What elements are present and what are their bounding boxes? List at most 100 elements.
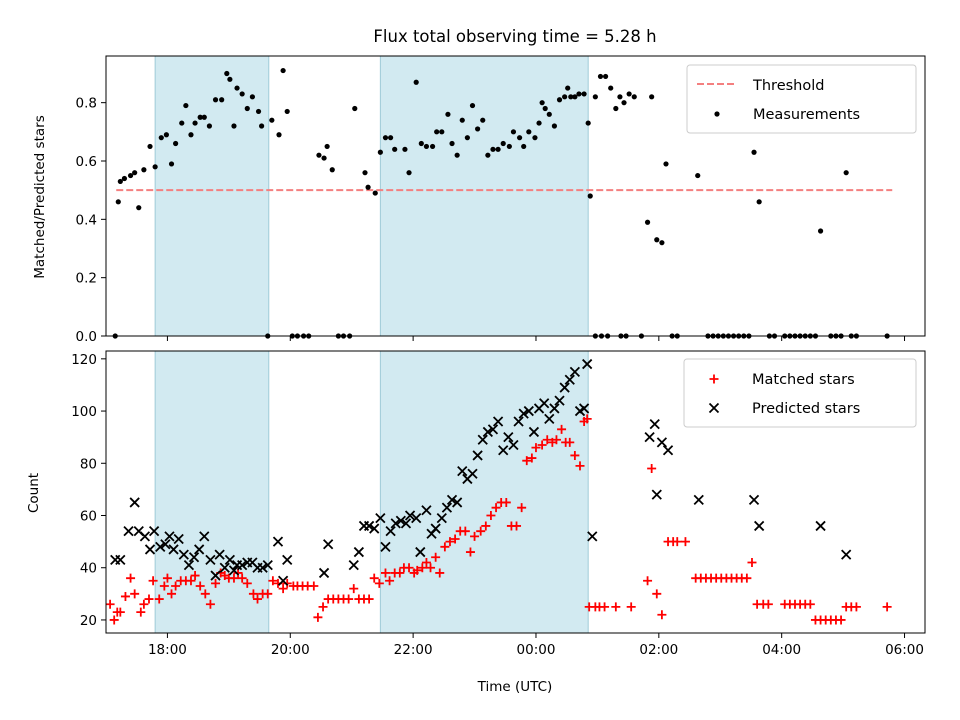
measurement-point — [362, 170, 368, 176]
x-tick-label: 04:00 — [762, 642, 801, 658]
y-tick-label: 20 — [80, 613, 97, 629]
matched-star-point — [237, 573, 247, 583]
predicted-star-point — [385, 526, 396, 537]
predicted-star-point — [539, 398, 550, 409]
predicted-star-point — [436, 512, 447, 524]
matched-star-point — [139, 599, 149, 609]
matched-star-point — [229, 573, 239, 583]
measurement-point — [423, 143, 430, 150]
matched-star-point — [130, 589, 140, 599]
predicted-star-point — [188, 552, 200, 563]
predicted-star-point — [472, 450, 483, 461]
measurement-point — [565, 85, 571, 91]
measurement-point — [495, 146, 501, 152]
predicted-star-point — [123, 526, 134, 537]
measurement-point — [269, 117, 275, 123]
measurement-point — [585, 120, 591, 126]
measurement-point — [115, 199, 121, 205]
predicted-star-point — [523, 405, 534, 417]
measurement-point — [751, 149, 757, 155]
matched-star-point — [542, 435, 552, 445]
measurement-point — [158, 135, 164, 141]
matched-star-point — [501, 497, 511, 507]
matched-star-point — [805, 599, 815, 609]
predicted-star-point — [549, 403, 560, 414]
predicted-legend-swatch — [708, 402, 720, 414]
matched-star-point — [491, 503, 501, 513]
matched-star-point — [476, 526, 486, 536]
measurement-point — [621, 100, 627, 106]
matched-star-point — [527, 453, 537, 463]
measurement-point — [382, 135, 389, 141]
measurement-point — [572, 94, 578, 100]
measurement-point — [197, 114, 203, 120]
measurement-point — [663, 161, 669, 167]
predicted-star-point — [277, 575, 289, 586]
matched-star-point — [551, 435, 561, 445]
predicted-star-point — [482, 426, 493, 438]
matched-star-point — [369, 573, 379, 583]
matched-star-point — [412, 565, 422, 575]
measurement-point — [449, 140, 455, 147]
matched-star-point — [263, 589, 273, 599]
matched-star-point — [154, 594, 164, 604]
predicted-star-point — [214, 549, 225, 560]
measurement-point — [500, 140, 506, 147]
predicted-star-point — [841, 549, 852, 560]
measurement-point — [132, 170, 138, 176]
y-tick-label: 0.8 — [76, 96, 97, 112]
measurement-point — [551, 123, 558, 129]
matched-star-point — [318, 602, 328, 612]
top-panel: 0.0 0.2 0.4 0.6 0.8 Threshold Measurements — [76, 55, 926, 345]
predicted-star-point — [528, 426, 540, 438]
measurement-point — [654, 237, 660, 243]
predicted-star-point — [754, 520, 765, 532]
legend-box — [683, 358, 917, 428]
measurement-point — [454, 152, 460, 158]
matched-star-point — [672, 537, 682, 547]
matched-star-point — [643, 576, 653, 586]
measurement-point — [459, 117, 465, 123]
x-tick-label: 02:00 — [639, 642, 678, 658]
matched-star-point — [626, 602, 636, 612]
predicted-star-point — [168, 544, 179, 555]
predicted-star-point — [363, 520, 375, 532]
matched-star-point — [144, 594, 154, 604]
x-tick-label: 06:00 — [885, 642, 924, 658]
measurement-point — [592, 94, 598, 100]
predicted-star-point — [390, 518, 401, 529]
matched-star-point — [190, 571, 200, 581]
measurement-point — [192, 120, 198, 126]
matched-star-point — [313, 612, 323, 622]
matched-star-point — [657, 610, 667, 620]
measurement-point — [316, 152, 322, 158]
predicted-star-point — [228, 565, 240, 576]
matched-star-point — [242, 578, 252, 588]
matched-star-point — [248, 589, 258, 599]
measurement-point — [608, 85, 614, 91]
predicted-star-point — [559, 382, 570, 393]
predicted-star-point — [441, 502, 453, 513]
matched-star-point — [159, 581, 169, 591]
predicted-star-point — [318, 567, 330, 579]
x-tick-label: 00:00 — [517, 642, 556, 658]
predicted-star-point — [578, 403, 590, 414]
measurement-point — [480, 117, 486, 123]
measurement-point — [613, 105, 619, 112]
measurement-point — [152, 164, 158, 170]
measurement-point — [631, 94, 637, 100]
matched-star-point — [167, 589, 177, 599]
measurement-point — [485, 152, 491, 158]
measurement-point — [532, 135, 538, 141]
matched-star-point — [652, 589, 662, 599]
legend-label: Measurements — [753, 107, 860, 123]
y-tick-label: 60 — [80, 509, 97, 525]
measurement-point — [546, 111, 552, 117]
measurement-point — [644, 219, 651, 225]
measurement-point — [649, 94, 655, 100]
predicted-star-point — [219, 562, 230, 573]
matched-star-point — [195, 581, 205, 591]
y-tick-label: 100 — [71, 404, 97, 420]
top-y-axis-label: Matched/Predicted stars — [32, 115, 48, 278]
